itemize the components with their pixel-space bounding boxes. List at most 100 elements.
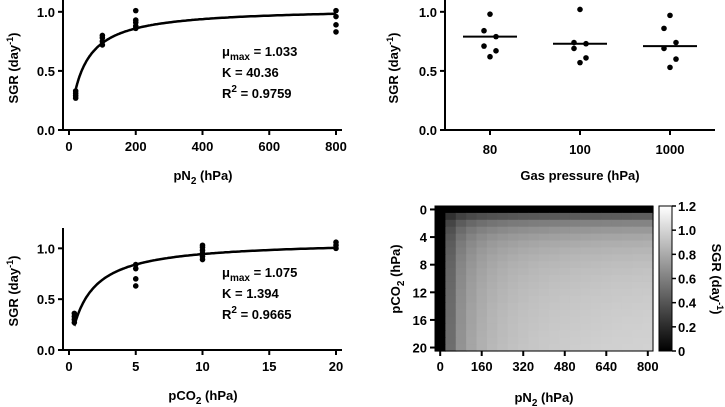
heatmap-cell bbox=[611, 295, 623, 304]
x-tick-label: 15 bbox=[262, 359, 276, 374]
heatmap-cell bbox=[528, 316, 540, 324]
heatmap-cell bbox=[621, 240, 633, 249]
heatmap-cell bbox=[466, 275, 478, 283]
data-point bbox=[132, 283, 139, 289]
heatmap-cell bbox=[549, 330, 561, 338]
heatmap-cell bbox=[642, 254, 654, 262]
heatmap-cell bbox=[518, 206, 530, 214]
colorbar-tick-label: 1.2 bbox=[678, 199, 696, 214]
heatmap-cell bbox=[549, 316, 561, 324]
y-axis-title: pCO2 (hPa) bbox=[388, 244, 407, 313]
heatmap-cell bbox=[486, 281, 498, 290]
heatmap-cell bbox=[518, 275, 530, 283]
heatmap-cell bbox=[435, 226, 446, 235]
heatmap-cell bbox=[538, 233, 550, 242]
heatmap-cell bbox=[497, 219, 509, 228]
heatmap-cell bbox=[580, 323, 592, 331]
heatmap-cell bbox=[476, 330, 488, 338]
heatmap-cell bbox=[549, 281, 561, 290]
heatmap-cell bbox=[621, 254, 633, 262]
heatmap-cell bbox=[621, 206, 633, 214]
x-axis-title: pCO2 (hPa) bbox=[168, 388, 237, 407]
heatmap-cell bbox=[466, 316, 478, 324]
heatmap-cell bbox=[621, 281, 633, 290]
heatmap-cell bbox=[559, 212, 571, 221]
mumax-annotation: μmax = 1.075 bbox=[222, 265, 297, 284]
heatmap-cell bbox=[590, 302, 602, 311]
x-tick-label: 640 bbox=[595, 359, 617, 374]
heatmap-cell bbox=[507, 219, 519, 228]
heatmap-cell bbox=[497, 254, 509, 262]
heatmap-cell bbox=[632, 219, 644, 228]
heatmap-cell bbox=[445, 268, 457, 276]
heatmap-cell bbox=[549, 233, 561, 242]
heatmap-cell bbox=[538, 275, 550, 283]
heatmap-cell bbox=[455, 206, 467, 214]
heatmap-cell bbox=[507, 268, 519, 276]
heatmap-cell bbox=[466, 261, 478, 269]
data-point bbox=[132, 261, 139, 268]
heatmap-cell bbox=[590, 219, 602, 228]
heatmap-cell bbox=[580, 316, 592, 324]
heatmap-cell bbox=[507, 206, 519, 214]
heatmap-cell bbox=[590, 226, 602, 235]
data-point bbox=[487, 53, 493, 60]
heatmap-cell bbox=[580, 344, 592, 352]
heatmap-cell bbox=[486, 275, 498, 283]
heatmap-cell bbox=[466, 247, 478, 255]
data-point bbox=[493, 33, 499, 40]
heatmap-cell bbox=[632, 268, 644, 276]
heatmap-cell bbox=[642, 330, 654, 338]
heatmap-cell bbox=[601, 226, 613, 235]
heatmap-cell bbox=[590, 247, 602, 255]
heatmap-cell bbox=[497, 233, 509, 242]
heatmap-cell bbox=[476, 254, 488, 262]
heatmap-cell bbox=[486, 212, 498, 221]
heatmap-cell bbox=[455, 316, 467, 324]
heatmap-cell bbox=[455, 337, 467, 345]
data-point bbox=[132, 7, 139, 14]
heatmap-cell bbox=[528, 268, 540, 276]
heatmap-cell bbox=[476, 261, 488, 269]
heatmap-cell bbox=[538, 295, 550, 304]
heatmap-cell bbox=[580, 275, 592, 283]
heatmap-cell bbox=[507, 240, 519, 249]
heatmap-cell bbox=[549, 219, 561, 228]
heatmap-cell bbox=[466, 254, 478, 262]
mumax-annotation: μmax = 1.033 bbox=[222, 44, 297, 63]
heatmap-cell bbox=[455, 344, 467, 352]
heatmap-cell bbox=[642, 288, 654, 297]
x-tick-label: 80 bbox=[483, 142, 497, 157]
heatmap-cell bbox=[435, 275, 446, 283]
heatmap-cell bbox=[632, 261, 644, 269]
heatmap-cell bbox=[528, 302, 540, 311]
y-tick-label: 4 bbox=[420, 230, 428, 245]
heatmap-cell bbox=[528, 240, 540, 249]
data-point bbox=[577, 59, 583, 66]
data-point bbox=[99, 32, 106, 39]
heatmap-cell bbox=[518, 302, 530, 311]
heatmap-cell bbox=[569, 233, 581, 242]
heatmap-cell bbox=[590, 233, 602, 242]
data-point bbox=[661, 25, 667, 32]
x-axis-title: pN2 (hPa) bbox=[514, 390, 573, 407]
heatmap-cell bbox=[486, 219, 498, 228]
heatmap-cell bbox=[528, 206, 540, 214]
heatmap-cell bbox=[632, 281, 644, 290]
heatmap-cell bbox=[497, 344, 509, 352]
colorbar-tick-label: 0.2 bbox=[678, 320, 696, 335]
heatmap-cell bbox=[466, 226, 478, 235]
heatmap-cell bbox=[632, 330, 644, 338]
heatmap-cell bbox=[518, 330, 530, 338]
heatmap-cell bbox=[580, 240, 592, 249]
fit-curve bbox=[74, 12, 336, 90]
heatmap-cell bbox=[569, 247, 581, 255]
heatmap-cell bbox=[507, 281, 519, 290]
heatmap-cell bbox=[580, 206, 592, 214]
heatmap-cell bbox=[549, 254, 561, 262]
heatmap-cell bbox=[549, 226, 561, 235]
heatmap-cell bbox=[476, 226, 488, 235]
panel-heatmap: 0 160 320 480 640 800 0 4 8 12 16 20 pN2 (hPa) pCO… bbox=[388, 199, 725, 407]
heatmap-cell bbox=[642, 247, 654, 255]
heatmap-cell bbox=[642, 302, 654, 311]
